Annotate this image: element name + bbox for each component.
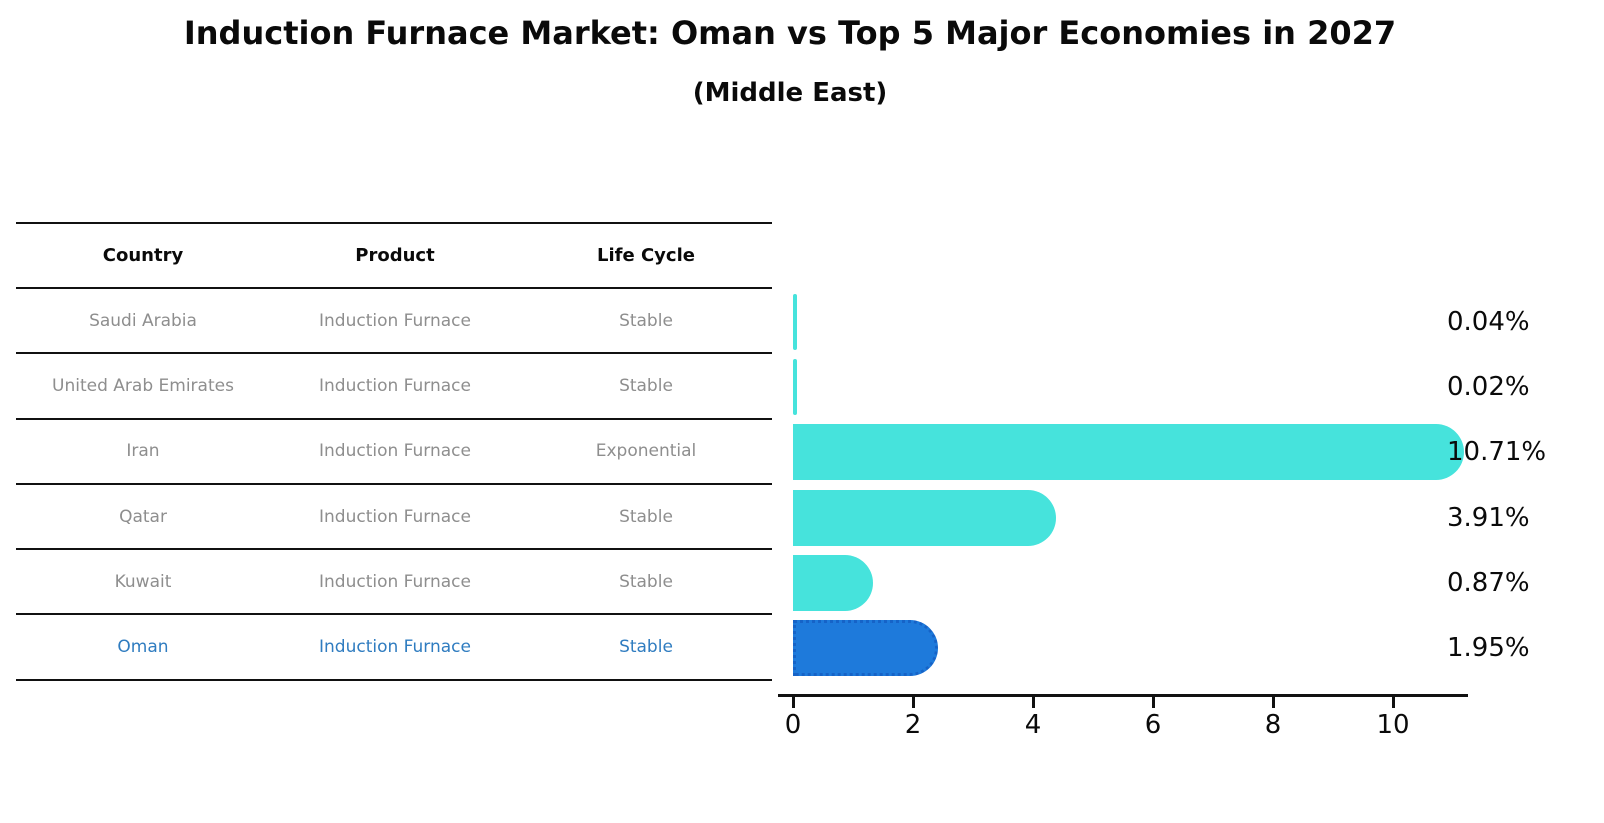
x-axis-tick-label: 4 — [1024, 710, 1042, 740]
table-header-row: Country Product Life Cycle — [16, 222, 772, 289]
x-axis-tick-label: 0 — [784, 710, 802, 740]
x-axis-tick-mark — [792, 697, 795, 708]
cell-product: Induction Furnace — [319, 571, 471, 592]
table-row: Iran Induction Furnace Exponential — [16, 420, 772, 485]
cell-country: Oman — [117, 637, 169, 658]
column-header-life-cycle: Life Cycle — [597, 245, 695, 266]
bar-value-label: 1.95% — [1447, 633, 1530, 663]
x-axis-tick-label: 8 — [1264, 710, 1282, 740]
bar-value-label: 0.04% — [1447, 307, 1530, 337]
bar-value-label: 0.02% — [1447, 372, 1530, 403]
x-axis-tick-mark — [912, 697, 915, 708]
bar-value-label: 10.71% — [1447, 437, 1547, 468]
cell-country: United Arab Emirates — [52, 375, 234, 396]
cell-product: Induction Furnace — [319, 310, 471, 331]
cell-country: Kuwait — [114, 571, 172, 592]
cell-product: Induction Furnace — [319, 375, 471, 396]
x-axis-tick-mark — [1272, 697, 1275, 708]
cell-country: Saudi Arabia — [89, 310, 197, 331]
cell-product: Induction Furnace — [319, 506, 471, 527]
x-axis-tick-mark — [1152, 697, 1155, 708]
table-row: Kuwait Induction Furnace Stable — [16, 550, 772, 616]
bar-value-label: 0.87% — [1447, 567, 1530, 598]
chart-subtitle: (Middle East) — [692, 78, 888, 108]
x-axis-tick-label: 6 — [1144, 710, 1162, 740]
cell-life-cycle: Stable — [619, 375, 673, 396]
table-row: Saudi Arabia Induction Furnace Stable — [16, 289, 772, 355]
column-header-country: Country — [102, 245, 184, 266]
bar — [793, 489, 1056, 546]
x-axis-line — [778, 694, 1468, 697]
table-row: United Arab Emirates Induction Furnace Sta… — [16, 354, 772, 420]
cell-life-cycle: Exponential — [595, 441, 697, 462]
bar-value-label: 3.91% — [1447, 502, 1530, 533]
cell-life-cycle: Stable — [619, 506, 673, 527]
x-axis-tick-mark — [1392, 697, 1395, 708]
cell-life-cycle: Stable — [619, 571, 673, 592]
table-row: Qatar Induction Furnace Stable — [16, 485, 772, 551]
country-table: Country Product Life Cycle Saudi Arabia I… — [16, 222, 772, 681]
bar — [793, 554, 874, 611]
bar — [793, 294, 798, 350]
cell-life-cycle: Stable — [619, 637, 673, 658]
cell-product: Induction Furnace — [319, 441, 471, 462]
cell-product: Induction Furnace — [319, 637, 471, 658]
cell-country: Iran — [126, 441, 160, 462]
cell-country: Qatar — [119, 506, 167, 527]
x-axis-tick-label: 10 — [1376, 710, 1410, 740]
column-header-product: Product — [355, 245, 435, 266]
table-row-highlight: Oman Induction Furnace Stable — [16, 615, 772, 681]
chart-title: Induction Furnace Market: Oman vs Top 5 … — [183, 14, 1397, 52]
x-axis-tick-label: 2 — [904, 710, 922, 740]
bar-highlight-oman — [793, 620, 938, 676]
bar — [793, 424, 1464, 481]
bar — [793, 359, 797, 416]
cell-life-cycle: Stable — [619, 310, 673, 331]
table-body: Saudi Arabia Induction Furnace Stable Unite… — [16, 289, 772, 681]
x-axis-tick-mark — [1032, 697, 1035, 708]
